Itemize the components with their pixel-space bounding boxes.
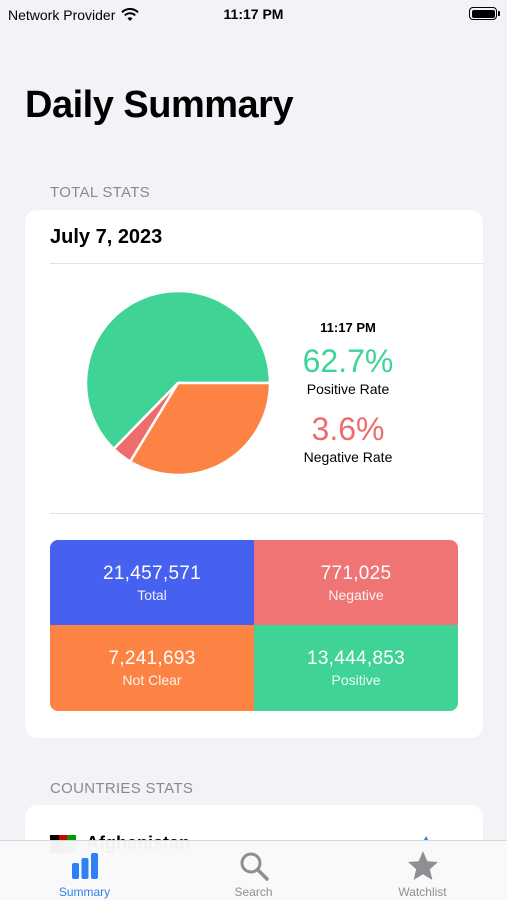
positive-rate-label: Positive Rate bbox=[306, 381, 390, 397]
positive-value: 13,444,853 bbox=[306, 648, 406, 669]
negative-value: 771,025 bbox=[320, 562, 392, 584]
magnifying-glass-icon bbox=[240, 852, 269, 881]
total-cell: 21,457,571 Total bbox=[50, 540, 254, 625]
total-stats-card: July 7, 2023 11:17 PM 62.7% Positive Rat… bbox=[25, 210, 483, 738]
carrier-name: Network Provider bbox=[8, 7, 116, 23]
rate-pie-chart bbox=[83, 288, 273, 478]
status-bar: Network Provider 11:17 PM bbox=[0, 0, 507, 30]
countries-stats-header: COUNTRIES STATS bbox=[50, 780, 194, 797]
positive-rate-value: 62.7% bbox=[302, 343, 394, 379]
pie-slice-not-clear bbox=[128, 381, 272, 477]
stats-date: July 7, 2023 bbox=[50, 226, 163, 248]
pie-svg bbox=[84, 289, 272, 477]
tab-bar: Summary Search Watchlist bbox=[0, 840, 507, 900]
tab-summary[interactable]: Summary bbox=[0, 841, 169, 900]
total-stats-header: TOTAL STATS bbox=[50, 184, 150, 201]
total-label: Total bbox=[137, 586, 167, 603]
stats-grid: 21,457,571 Total 771,025 Negative 7,241,… bbox=[50, 540, 458, 711]
total-value: 21,457,571 bbox=[102, 562, 202, 584]
page-title: Daily Summary bbox=[25, 84, 294, 126]
update-time: 11:17 PM bbox=[320, 320, 376, 335]
tab-watchlist-label: Watchlist bbox=[398, 885, 447, 899]
positive-label: Positive bbox=[331, 672, 381, 688]
tab-summary-label: Summary bbox=[58, 885, 111, 899]
negative-rate-label: Negative Rate bbox=[303, 449, 393, 465]
negative-cell: 771,025 Negative bbox=[254, 540, 458, 625]
rates-panel: 11:17 PM 62.7% Positive Rate 3.6% Negati… bbox=[273, 320, 423, 465]
not-clear-value: 7,241,693 bbox=[108, 648, 196, 669]
not-clear-label: Not Clear bbox=[122, 672, 182, 688]
card-divider bbox=[50, 263, 483, 264]
positive-cell: 13,444,853 Positive bbox=[254, 625, 458, 711]
star-icon bbox=[407, 851, 438, 880]
negative-label: Negative bbox=[328, 586, 384, 603]
pie-slice-positive bbox=[84, 289, 272, 451]
status-left: Network Provider bbox=[8, 7, 499, 23]
tab-search-label: Search bbox=[234, 885, 273, 899]
card-divider-2 bbox=[50, 513, 483, 514]
not-clear-cell: 7,241,693 Not Clear bbox=[50, 625, 254, 711]
battery-icon bbox=[469, 7, 500, 20]
wifi-icon bbox=[121, 8, 140, 21]
bar-chart-icon bbox=[71, 853, 98, 879]
tab-search[interactable]: Search bbox=[169, 841, 338, 900]
negative-rate-value: 3.6% bbox=[311, 411, 385, 447]
tab-watchlist[interactable]: Watchlist bbox=[338, 841, 507, 900]
